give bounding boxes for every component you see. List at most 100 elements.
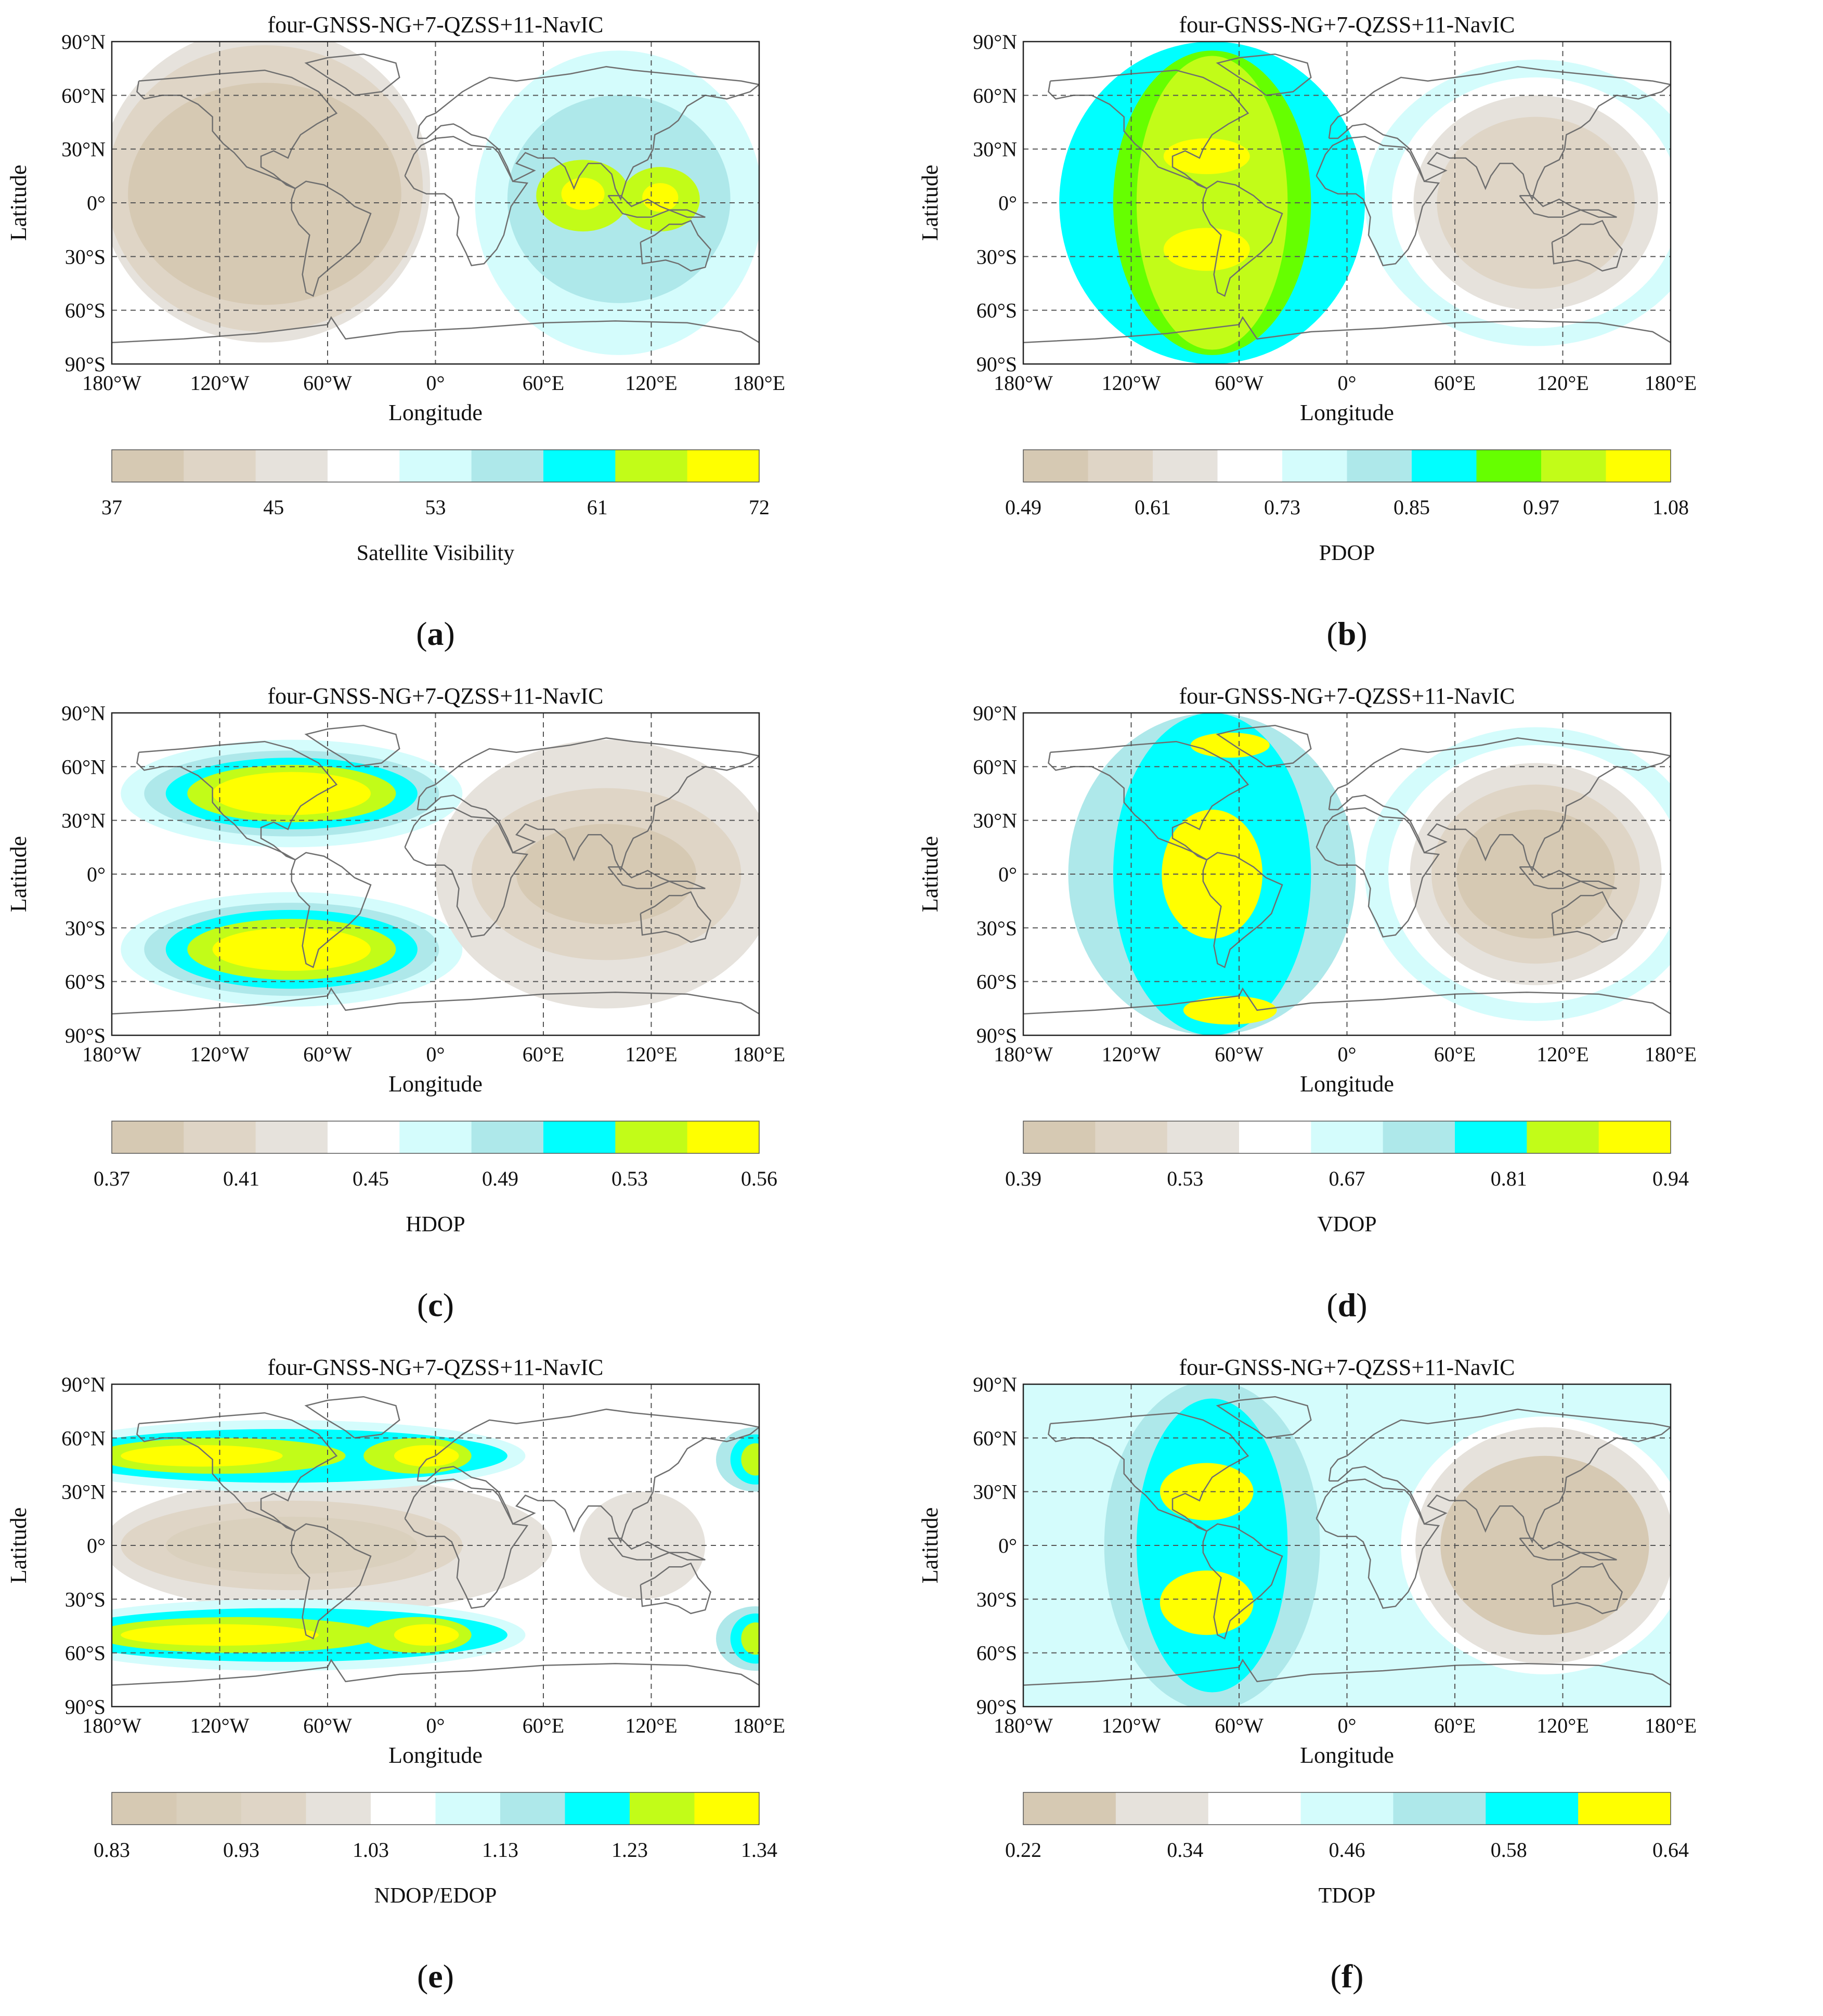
colorbar-label: HDOP — [406, 1213, 465, 1237]
x-axis-label: Longitude — [388, 400, 483, 425]
contour-region-9 — [394, 1445, 459, 1467]
y-tick-label: 30°N — [973, 1480, 1017, 1504]
colorbar-swatch-8 — [687, 450, 760, 482]
colorbar-swatch-6 — [543, 450, 616, 482]
colorbar-swatch-0 — [1023, 1792, 1116, 1825]
contour-region-3 — [579, 1491, 706, 1599]
y-axis-label: Latitude — [6, 836, 31, 913]
x-tick-label: 0° — [1338, 1043, 1357, 1066]
contour-layer — [1068, 713, 1671, 1035]
colorbar — [1023, 1792, 1671, 1825]
colorbar-swatch-4 — [399, 1121, 472, 1153]
contour-region-9 — [212, 928, 371, 971]
coastline-5 — [640, 891, 711, 943]
y-tick-label: 60°S — [976, 970, 1017, 994]
colorbar-tick-label: 0.22 — [1005, 1838, 1041, 1862]
x-tick-label: 60°E — [1434, 1714, 1476, 1737]
coastline-2 — [1216, 53, 1312, 96]
colorbar-swatch-4 — [371, 1792, 436, 1825]
y-tick-label: 30°S — [976, 245, 1017, 268]
x-tick-label: 120°E — [1536, 1043, 1588, 1066]
colorbar-swatch-7 — [615, 1121, 688, 1153]
grid-lines — [112, 1384, 759, 1707]
colorbar-swatch-2 — [255, 450, 328, 482]
colorbar-frame — [1023, 449, 1671, 483]
colorbar-swatch-0 — [1023, 1121, 1096, 1153]
contour-region-21 — [741, 1622, 759, 1655]
x-tick-label: 120°E — [1536, 1714, 1588, 1737]
colorbar-tick-label: 0.45 — [353, 1167, 389, 1190]
colorbar-tick-label: 0.81 — [1491, 1167, 1527, 1190]
x-tick-label: 0° — [426, 1043, 445, 1066]
coastline-7 — [1023, 987, 1671, 1014]
colorbar-label: NDOP/EDOP — [374, 1884, 497, 1908]
coastline-5 — [1551, 1562, 1623, 1615]
colorbar — [1023, 1121, 1671, 1154]
coastline-4 — [1316, 807, 1440, 938]
coastline-0 — [1048, 69, 1249, 189]
y-tick-label: 90°N — [61, 30, 106, 54]
y-tick-label: 30°N — [973, 138, 1017, 161]
colorbar-swatch-2 — [255, 1121, 328, 1153]
x-tick-label: 120°W — [190, 1043, 250, 1066]
colorbar-swatch-8 — [687, 1121, 760, 1153]
colorbar-tick-label: 0.53 — [611, 1167, 648, 1190]
coastline-6 — [607, 194, 706, 218]
colorbar-tick-label: 0.56 — [741, 1167, 777, 1190]
colorbar-swatch-7 — [1476, 450, 1542, 482]
y-tick-label: 0° — [87, 191, 106, 215]
x-tick-label: 60°E — [523, 1714, 564, 1737]
x-tick-label: 60°E — [1434, 371, 1476, 395]
contour-region-8 — [642, 183, 679, 212]
x-tick-label: 60°W — [303, 1043, 352, 1066]
panel-a: four-GNSS-NG+7-QZSS+11-NavIC 180°W 120°W 60… — [0, 0, 912, 671]
x-tick-label: 0° — [426, 1714, 445, 1737]
chart-title: four-GNSS-NG+7-QZSS+11-NavIC — [1179, 12, 1515, 37]
x-axis-label: Longitude — [1300, 1071, 1394, 1097]
colorbar-tick-label: 1.13 — [482, 1838, 518, 1862]
x-tick-label: 120°E — [625, 1714, 677, 1737]
x-tick-label: 120°E — [625, 1043, 677, 1066]
y-axis-label: Latitude — [917, 1507, 943, 1584]
y-axis-label: Latitude — [6, 1507, 31, 1584]
contour-region-8 — [121, 1445, 283, 1467]
coastline-3 — [1328, 737, 1671, 873]
y-tick-label: 0° — [998, 863, 1017, 886]
colorbar-tick-label: 0.49 — [1005, 496, 1041, 519]
y-axis-label: Latitude — [917, 836, 943, 913]
contour-region-7 — [561, 177, 605, 210]
panel-f: four-GNSS-NG+7-QZSS+11-NavIC 180°W 120°W 60… — [912, 1343, 1823, 2013]
coastline-0 — [136, 1412, 338, 1532]
coastlines — [112, 1396, 759, 1686]
x-tick-label: 180°W — [82, 1714, 141, 1737]
colorbar-swatch-4 — [1282, 450, 1347, 482]
contour-region-8 — [1437, 116, 1635, 289]
chart-title: four-GNSS-NG+7-QZSS+11-NavIC — [268, 683, 604, 709]
x-tick-label: 60°E — [1434, 1043, 1476, 1066]
chart-b: four-GNSS-NG+7-QZSS+11-NavIC 180°W 120°W 60… — [917, 12, 1697, 652]
contour-region-4 — [212, 772, 371, 815]
colorbar-swatch-5 — [1383, 1121, 1455, 1153]
coastline-1 — [1202, 852, 1283, 968]
x-tick-label: 120°W — [190, 371, 250, 395]
chart-title: four-GNSS-NG+7-QZSS+11-NavIC — [268, 12, 604, 37]
contour-layer — [112, 42, 759, 355]
colorbar-tick-label: 0.49 — [482, 1167, 518, 1190]
y-tick-label: 90°S — [976, 1695, 1017, 1719]
colorbar-swatch-7 — [615, 450, 688, 482]
colorbar-tick-label: 0.53 — [1167, 1167, 1203, 1190]
panel-label: (a) — [416, 615, 455, 652]
coastline-1 — [1202, 180, 1283, 297]
y-tick-label: 90°N — [973, 1373, 1017, 1396]
panel-c: four-GNSS-NG+7-QZSS+11-NavIC 180°W 120°W 60… — [0, 671, 912, 1343]
coastline-1 — [291, 1523, 372, 1640]
colorbar-frame — [111, 1792, 760, 1825]
panel-b: four-GNSS-NG+7-QZSS+11-NavIC 180°W 120°W 60… — [912, 0, 1823, 671]
coastline-3 — [416, 66, 759, 201]
colorbar-tick-label: 0.93 — [223, 1838, 259, 1862]
coastline-7 — [1023, 316, 1671, 343]
chart-title: four-GNSS-NG+7-QZSS+11-NavIC — [268, 1355, 604, 1380]
x-tick-label: 60°W — [303, 371, 352, 395]
colorbar-swatch-1 — [1088, 450, 1153, 482]
coastline-2 — [304, 1396, 400, 1439]
